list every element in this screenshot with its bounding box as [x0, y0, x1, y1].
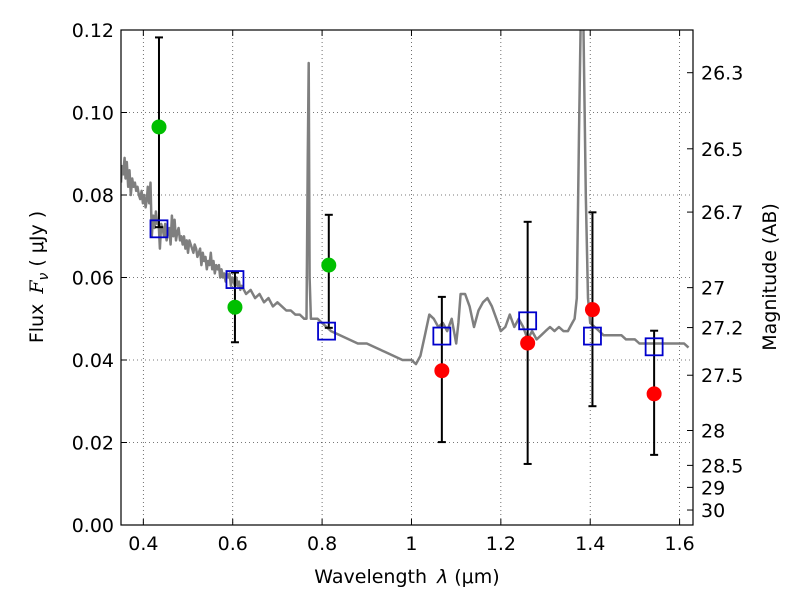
model-square-marker [518, 311, 538, 331]
x-axis-label-symbol: λ [436, 566, 448, 588]
green-point [227, 299, 243, 315]
green-point [151, 119, 167, 135]
x-tick-label: 0.4 [128, 533, 158, 555]
x-tick-label: 1.2 [486, 533, 516, 555]
data-points-layer [149, 119, 664, 402]
magnitude-tick-label: 28.5 [701, 455, 743, 477]
x-tick-label: 1 [405, 533, 417, 555]
y-axis-label-text: Flux [26, 304, 48, 344]
plot-background [121, 30, 693, 525]
magnitude-tick-label: 27 [701, 278, 725, 300]
y-tick-label: 0.10 [72, 103, 114, 125]
x-axis-label: Wavelength λ (μm) [314, 566, 499, 588]
y2-axis-label: Magnitude (AB) [759, 203, 781, 351]
red-point [434, 363, 450, 379]
x-tick-label: 1.4 [575, 533, 605, 555]
red-point [584, 302, 600, 318]
magnitude-tick-label: 27.5 [701, 365, 743, 387]
red-point [520, 335, 536, 351]
y-axis-label-unit: ( μJy ) [26, 211, 48, 267]
x-tick-label: 0.8 [307, 533, 337, 555]
y-axis-label: Flux Fν ( μJy ) [26, 211, 52, 343]
y-axis-label-symbol: F [26, 280, 48, 295]
model-square-marker [149, 219, 169, 239]
magnitude-tick-label: 26.5 [701, 139, 743, 161]
model-square-marker [644, 337, 664, 357]
model-square-marker [225, 270, 245, 289]
ticks [121, 29, 693, 526]
x-tick-labels: 0.4 0.6 0.8 1 1.2 1.4 1.6 [128, 533, 694, 555]
green-point [321, 257, 337, 273]
x-axis-label-text: Wavelength [314, 566, 427, 588]
x-axis-label-unit: (μm) [454, 566, 499, 588]
y-tick-label: 0.02 [72, 433, 114, 455]
y-tick-label: 0.08 [72, 185, 114, 207]
y-tick-label: 0.12 [72, 20, 114, 42]
y-tick-labels: 0.00 0.02 0.04 0.06 0.08 0.10 0.12 [72, 20, 114, 537]
x-tick-label: 1.6 [664, 533, 694, 555]
magnitude-tick-label: 27.2 [701, 318, 743, 340]
magnitude-tick-label: 30 [701, 500, 725, 522]
magnitude-tick-label: 28 [701, 421, 725, 443]
model-square-marker [317, 321, 336, 341]
magnitude-tick-label: 26.3 [701, 63, 743, 85]
y-tick-label: 0.06 [72, 268, 114, 290]
magnitude-tick-label: 26.7 [701, 202, 743, 224]
y-tick-label: 0.00 [72, 515, 114, 537]
red-point [646, 386, 662, 402]
y-tick-label: 0.04 [72, 350, 114, 372]
y-axis-label-subscript: ν [36, 272, 52, 280]
x-tick-label: 0.6 [218, 533, 248, 555]
model-square-marker [432, 326, 452, 346]
model-square-marker [583, 326, 602, 346]
magnitude-tick-label: 29 [701, 477, 725, 499]
